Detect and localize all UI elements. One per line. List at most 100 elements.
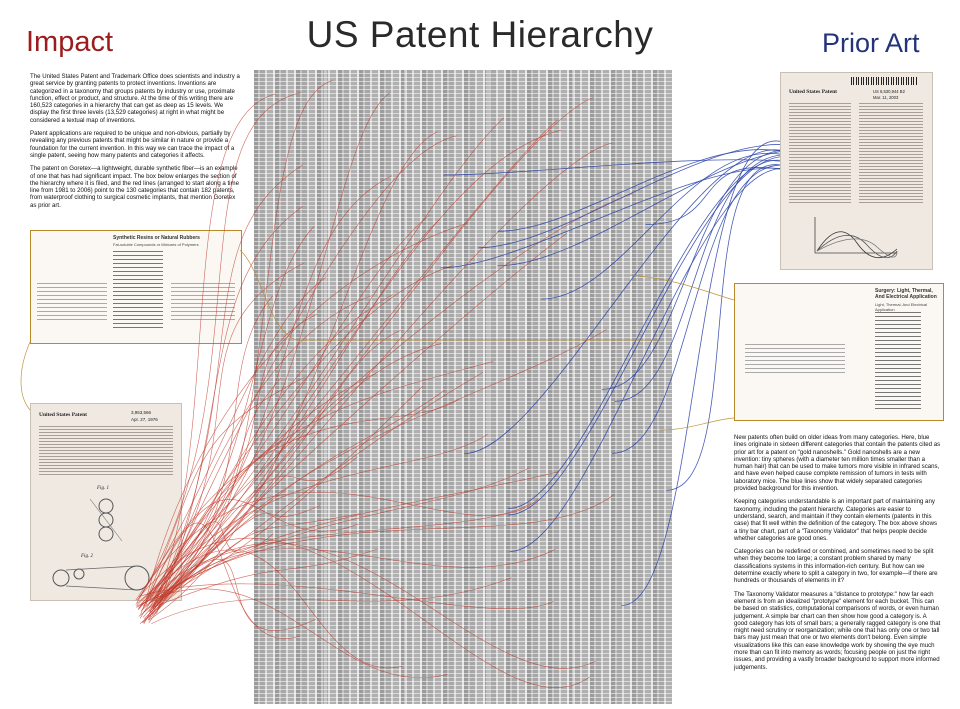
patent-number: 3,953,566 (131, 410, 152, 415)
impact-box-subtitle: Fat-soluble Compounds or Mixtures of Pol… (113, 242, 199, 247)
impact-link-line (135, 117, 505, 605)
impact-link-line (150, 559, 316, 631)
patent-header: United States Patent (39, 412, 87, 418)
patent-figure-1-drawing (89, 498, 123, 542)
impact-link-line (153, 164, 304, 607)
validator-bar-chart (745, 344, 845, 374)
prior-art-link-line (601, 149, 781, 390)
patent-figure-2-drawing (52, 565, 150, 591)
impact-link-line (152, 504, 530, 601)
impact-link-line (151, 313, 318, 613)
prior-art-link-line (645, 167, 781, 225)
impact-link-line (144, 389, 446, 620)
impact-link-line (149, 385, 423, 604)
prior-art-link-line (614, 154, 781, 402)
impact-link-line (148, 142, 613, 612)
prior-art-paragraph: The Taxonomy Validator measures a "dista… (734, 590, 941, 671)
intro-paragraph: Patent applications are required to be u… (30, 130, 235, 159)
prior-art-link-line (509, 168, 781, 552)
prior-art-paragraph: Keeping categories understandable is an … (734, 498, 938, 542)
impact-link-line (148, 361, 494, 621)
validator-box-entries (875, 312, 921, 412)
impact-link-line (137, 214, 430, 611)
patent-header: United States Patent (789, 89, 837, 95)
impact-link-line (154, 548, 556, 608)
impact-link-line (139, 219, 440, 624)
prior-art-link-line (611, 164, 781, 454)
prior-art-link-line (443, 159, 781, 176)
taxonomy-validator-box: Surgery: Light, Thermal, And Electrical … (734, 283, 944, 421)
impact-link-line (139, 537, 590, 688)
impact-box-entries-left (37, 283, 107, 323)
impact-link-line (143, 505, 321, 613)
prior-art-link-line (440, 167, 781, 269)
impact-link-line (135, 491, 539, 601)
patent-number: US 6,530,944 B2 (873, 89, 905, 94)
page-title: US Patent Hierarchy (306, 14, 654, 55)
impact-link-line (147, 343, 442, 620)
impact-link-line (148, 329, 607, 624)
impact-link-line (142, 542, 597, 669)
intro-paragraph: The patent on Goretex—a lightweight, dur… (30, 165, 239, 209)
patent-text-block-right (859, 103, 923, 203)
intro-text: The United States Patent and Trademark O… (30, 73, 242, 215)
hierarchy-text-rows (254, 70, 672, 704)
impact-link-line (152, 135, 457, 615)
impact-link-line (147, 129, 562, 616)
impact-link-line (153, 262, 304, 599)
impact-link-line (138, 97, 594, 617)
prior-art-heading: Prior Art (822, 28, 920, 58)
patent-spectrum-chart (814, 217, 898, 259)
prior-art-paragraph: New patents often build on older ideas f… (734, 434, 941, 493)
impact-link-line (148, 265, 454, 601)
validator-box-connector (659, 417, 735, 431)
impact-link-line (151, 577, 512, 624)
impact-link-line (142, 376, 306, 610)
impact-link-line (148, 131, 438, 621)
patent-date: Mar. 11, 2003 (873, 95, 899, 100)
validator-box-connector (629, 274, 735, 301)
impact-link-line (149, 226, 315, 612)
impact-link-line (140, 499, 359, 615)
impact-link-line (149, 521, 274, 608)
impact-link-line (143, 93, 276, 625)
impact-link-line (158, 206, 303, 608)
prior-art-link-line (508, 159, 781, 509)
prior-art-link-line (621, 140, 781, 607)
impact-link-line (142, 513, 362, 623)
prior-art-link-line (497, 151, 781, 267)
figure-label: Fig. 2 (81, 554, 93, 559)
patent-hierarchy-map (254, 70, 672, 704)
hierarchy-column-divider (404, 70, 407, 704)
prior-art-link-line (541, 152, 781, 300)
impact-link-line (148, 233, 568, 604)
impact-link-line (136, 588, 448, 679)
prior-art-patent-document: United States Patent US 6,530,944 B2 Mar… (780, 72, 933, 270)
impact-link-line (136, 399, 459, 604)
figure-label: Fig. 1 (97, 486, 109, 491)
goretex-patent-document: United States Patent 3,953,566 Apr. 27, … (30, 403, 182, 601)
impact-link-line (143, 494, 615, 608)
impact-link-line (156, 295, 372, 614)
validator-box-subtitle: Light, Thermal, And Electrical Applicati… (875, 302, 927, 312)
validator-box-title: Surgery: Light, Thermal, And Electrical … (875, 288, 937, 300)
impact-link-line (137, 277, 327, 601)
impact-link-line (139, 92, 302, 598)
impact-link-line (137, 119, 558, 609)
impact-box-connector (20, 341, 31, 411)
prior-art-paragraph: Categories can be redefined or combined,… (734, 548, 938, 585)
patent-text-block (39, 426, 173, 476)
impact-link-line (152, 548, 379, 608)
impact-heading: Impact (26, 26, 114, 58)
prior-art-link-line (464, 149, 781, 455)
impact-link-line (138, 583, 554, 610)
patent-date: Apr. 27, 1976 (131, 417, 158, 422)
hierarchy-column-divider (572, 70, 575, 704)
prior-art-text: New patents often build on older ideas f… (734, 434, 941, 677)
impact-link-line (140, 92, 390, 612)
impact-enlargement-box: Synthetic Resins or Natural Rubbers Fat-… (30, 230, 242, 344)
patent-text-block-left (789, 103, 851, 203)
impact-link-line (139, 433, 488, 619)
prior-art-link-line (478, 144, 781, 249)
